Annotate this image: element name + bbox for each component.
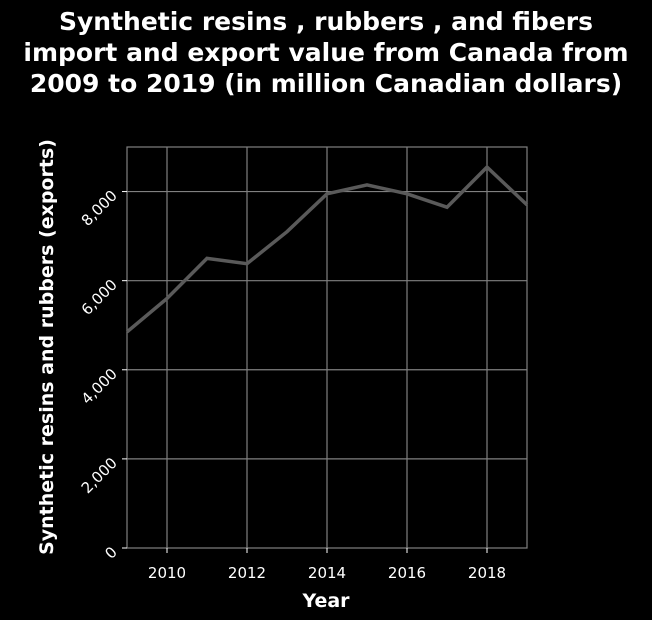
chart-title-line-2: import and export value from Canada from — [23, 38, 628, 67]
series-group — [125, 164, 529, 334]
y-tick-label-4: 8,000 — [78, 187, 121, 230]
x-tick-label-0: 2010 — [148, 564, 186, 582]
y-tick-label-3: 6,000 — [78, 276, 121, 319]
x-axis-ticks: 2010 2012 2014 2016 2018 — [148, 548, 506, 582]
x-tick-label-1: 2012 — [228, 564, 266, 582]
y-axis-ticks: 0 2,000 4,000 6,000 8,000 — [78, 187, 127, 563]
y-tick-label-2: 4,000 — [78, 365, 121, 408]
x-tick-label-3: 2016 — [388, 564, 426, 582]
x-tick-label-4: 2018 — [468, 564, 506, 582]
x-axis-label: Year — [301, 590, 350, 612]
grid — [127, 147, 527, 548]
y-axis-label: Synthetic resins and rubbers (exports) — [36, 139, 58, 555]
series-line-0 — [125, 164, 529, 334]
chart-title-line-1: Synthetic resins , rubbers , and fibers — [59, 7, 593, 36]
x-tick-label-2: 2014 — [308, 564, 346, 582]
y-tick-label-1: 2,000 — [78, 454, 121, 497]
y-tick-label-0: 0 — [101, 543, 120, 562]
chart-title-line-3: 2009 to 2019 (in million Canadian dollar… — [30, 69, 622, 98]
chart-title: Synthetic resins , rubbers , and fibers … — [23, 7, 628, 98]
